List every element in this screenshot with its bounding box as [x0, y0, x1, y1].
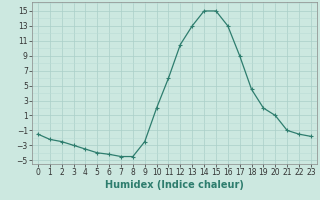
X-axis label: Humidex (Indice chaleur): Humidex (Indice chaleur) [105, 180, 244, 190]
